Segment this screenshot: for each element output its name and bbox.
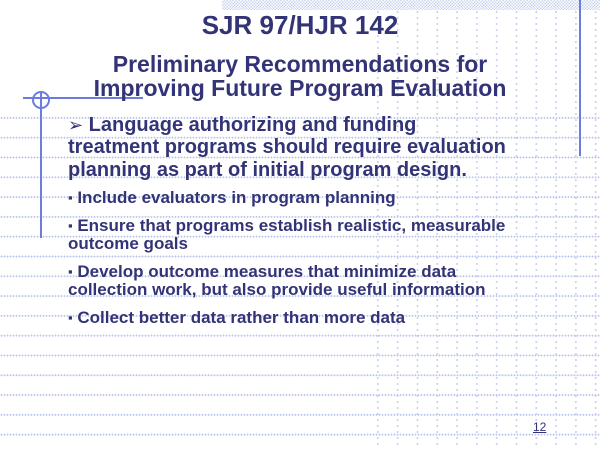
square-bullet-icon: ▪ [68, 217, 73, 233]
bullet-item: ➢ Language authorizing and funding treat… [68, 114, 550, 181]
bullet-item: ▪ Include evaluators in program planning [68, 188, 550, 208]
square-bullet-icon: ▪ [68, 190, 73, 206]
bullet-item: ▪ Collect better data rather than more d… [68, 307, 550, 328]
bullet-text: Ensure that programs establish realistic… [68, 215, 506, 254]
ornament-circle-icon [32, 91, 50, 109]
bullet-item: ▪ Develop outcome measures that minimize… [68, 261, 550, 300]
page-number: 12 [533, 420, 547, 434]
bullet-text: Include evaluators in program planning [72, 188, 396, 208]
hatch-band [222, 0, 600, 10]
slide-subtitle: Preliminary Recommendations for Improvin… [93, 51, 507, 101]
slide-title: SJR 97/HJR 142 [201, 10, 399, 40]
ornament-vertical-line [40, 92, 42, 238]
bullet-item: ▪ Ensure that programs establish realist… [68, 215, 550, 254]
arrow-bullet-icon: ➢ [68, 115, 84, 135]
bullet-text: Develop outcome measures that minimize d… [68, 261, 486, 300]
bullet-text: Language authorizing and funding treatme… [68, 114, 506, 181]
ornament-horizontal-line [23, 97, 143, 99]
square-bullet-icon: ▪ [68, 263, 73, 279]
square-bullet-icon: ▪ [68, 309, 73, 325]
accent-vertical-line-right [579, 0, 581, 156]
slide-body: ➢ Language authorizing and funding treat… [68, 114, 550, 336]
bullet-text: Collect better data rather than more dat… [72, 307, 406, 327]
